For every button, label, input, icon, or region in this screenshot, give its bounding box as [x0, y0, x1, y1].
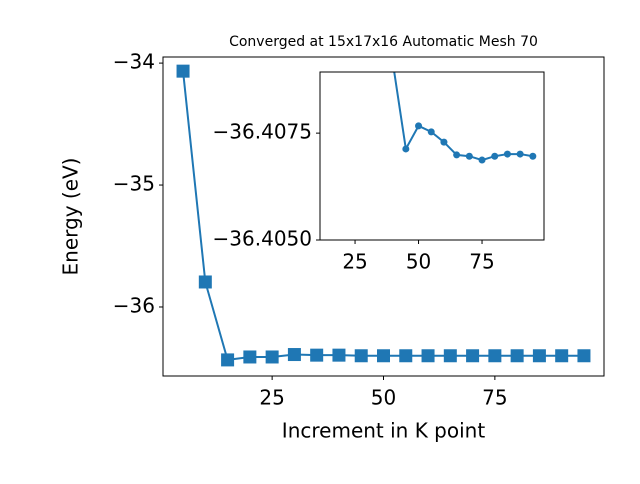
- marker: [443, 349, 457, 363]
- marker: [399, 349, 413, 363]
- marker: [491, 152, 499, 160]
- marker: [377, 349, 390, 363]
- x-axis-label: Increment in K point: [282, 419, 486, 443]
- marker: [354, 349, 368, 363]
- axes-frame: [319, 71, 545, 241]
- marker: [478, 156, 486, 164]
- marker: [440, 138, 448, 146]
- y-tick-label: −35: [113, 172, 155, 196]
- y-axis-label: Energy (eV): [59, 158, 83, 276]
- marker: [510, 349, 524, 363]
- marker: [577, 349, 591, 363]
- marker: [453, 151, 461, 159]
- marker: [402, 145, 410, 153]
- marker: [265, 350, 279, 364]
- x-tick-label: 50: [371, 386, 396, 410]
- marker: [332, 348, 346, 362]
- marker: [427, 128, 435, 136]
- y-tick-label: −36.4075: [213, 120, 312, 144]
- marker: [532, 349, 546, 363]
- marker: [287, 348, 301, 362]
- marker: [555, 349, 569, 363]
- marker: [310, 348, 324, 362]
- marker: [415, 122, 423, 130]
- plot-area: [320, 72, 544, 240]
- marker: [243, 350, 257, 364]
- x-tick-label: 75: [482, 386, 507, 410]
- marker: [466, 349, 480, 363]
- x-tick-label: 50: [406, 250, 431, 274]
- marker: [503, 150, 511, 158]
- y-tick-label: −36: [113, 293, 155, 317]
- x-tick-label: 75: [469, 250, 494, 274]
- marker: [465, 152, 473, 160]
- plot-content: [393, 72, 537, 164]
- x-tick-label: 25: [259, 386, 284, 410]
- x-tick-label: 25: [342, 250, 367, 274]
- marker: [516, 150, 524, 158]
- plot-content: [176, 64, 591, 367]
- marker: [176, 64, 190, 78]
- marker: [529, 152, 537, 160]
- y-tick-label: −36.4050: [213, 227, 312, 251]
- marker: [421, 349, 435, 363]
- axes-frame: [162, 56, 605, 377]
- chart-title: Converged at 15x17x16 Automatic Mesh 70: [229, 34, 538, 50]
- marker: [221, 353, 235, 367]
- y-tick-label: −34: [113, 50, 155, 74]
- marker: [488, 349, 502, 363]
- marker: [198, 275, 212, 289]
